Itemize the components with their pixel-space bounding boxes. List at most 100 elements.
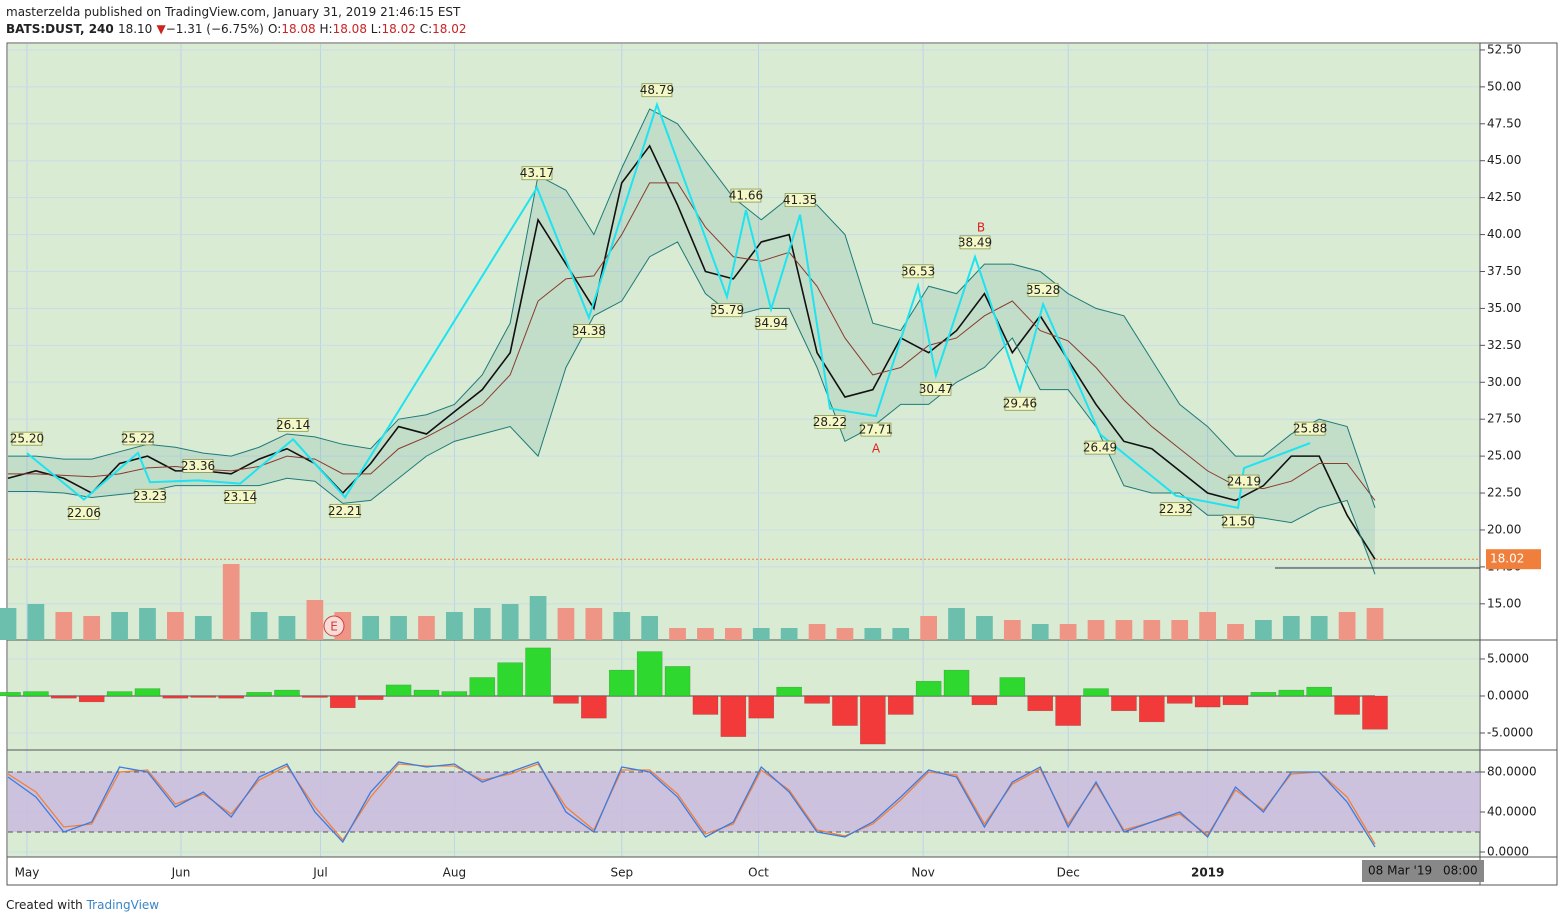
y-tick-label: 37.50: [1487, 264, 1521, 278]
y-tick-label: 0.0000: [1487, 688, 1529, 702]
pivot-label: 35.79: [710, 303, 744, 317]
pivot-label: 23.36: [181, 459, 215, 473]
histogram-bar: [497, 662, 523, 697]
volume-bar: [1282, 616, 1300, 640]
histogram-bar: [748, 695, 775, 719]
volume-bar: [418, 616, 435, 640]
pivot-box: [920, 381, 952, 396]
pivot-label: 41.66: [729, 189, 763, 203]
histogram-bar: [804, 695, 830, 704]
annotation: B: [977, 221, 985, 235]
last: 18.10: [117, 22, 153, 36]
x-tick-label: Dec: [1057, 866, 1080, 880]
pivot-label: 41.35: [783, 193, 817, 207]
pivot-box: [329, 503, 361, 518]
histogram-bar: [999, 677, 1026, 697]
volume-bar: [1143, 620, 1161, 640]
h: 18.08: [332, 22, 367, 36]
volume-bar: [501, 604, 519, 640]
pivot-label: 38.49: [958, 235, 992, 249]
histogram-bar: [246, 692, 272, 697]
pivot-box: [134, 488, 166, 503]
volume-bar: [1338, 612, 1356, 640]
y-tick-label: -5.0000: [1487, 725, 1533, 739]
histogram-bar: [78, 695, 105, 703]
volume-bar: [27, 604, 45, 640]
y-tick-label: 80.0000: [1487, 765, 1537, 779]
pivot-box: [860, 422, 892, 437]
pivot-label: 29.46: [1003, 397, 1037, 411]
x-tick-label: Aug: [443, 866, 466, 880]
band-fill: [8, 109, 1375, 575]
volume-bar: [1003, 620, 1021, 640]
x-tick-label: Oct: [748, 866, 769, 880]
cursor-date: 08 Mar '19: [1368, 864, 1432, 878]
histogram-bar: [385, 684, 412, 697]
pivot-label: 23.14: [223, 490, 257, 504]
volume-bar: [306, 600, 324, 640]
volume-bar: [613, 612, 631, 640]
volume-bar: [1366, 608, 1384, 640]
cursor-box: [1362, 860, 1484, 882]
volume-bar: [724, 628, 742, 640]
pivot-box: [573, 324, 605, 338]
volume-bar: [557, 608, 575, 640]
zigzag-line: [26, 101, 1311, 509]
pivot-label: 22.21: [328, 504, 362, 518]
pivot-label: 35.28: [1026, 283, 1060, 297]
histogram-bar: [162, 695, 189, 699]
l: 18.02: [381, 22, 416, 36]
o: 18.08: [281, 22, 316, 36]
pivot-label: 34.38: [572, 324, 606, 338]
symbol: BATS:DUST, 240: [6, 22, 114, 36]
series-line: [8, 108, 1376, 508]
series-line: [8, 182, 1376, 501]
pivot-label: 25.22: [121, 431, 155, 445]
volume-bar: [948, 608, 965, 640]
pivot-box: [1084, 440, 1116, 455]
stoch-line: [7, 761, 1376, 848]
volume-bar: [1171, 620, 1189, 640]
pivot-box: [182, 458, 214, 473]
x-tick-label: May: [15, 866, 40, 880]
pivot-label: 27.71: [859, 423, 893, 437]
histogram-bar: [664, 666, 691, 697]
y-tick-label: 0.0000: [1487, 845, 1529, 859]
pivot-label: 23.23: [133, 489, 167, 503]
volume-bar: [920, 616, 938, 640]
histogram-bar: [581, 695, 607, 719]
pivot-box: [1222, 514, 1254, 529]
y-tick-label: 25.00: [1487, 449, 1521, 463]
x-tick-label: Sep: [610, 866, 633, 880]
volume-bar: [111, 612, 128, 640]
chart: MayJunJulAugSepOctNovDec201915.0017.5020…: [0, 42, 1558, 886]
pivot-label: 26.49: [1083, 441, 1117, 455]
volume-bar: [1310, 616, 1328, 640]
volume-bar: [641, 616, 659, 640]
o-label: O:: [268, 22, 282, 36]
pivot-box: [277, 417, 309, 432]
pivot-label: 48.79: [640, 83, 674, 97]
pivot-label: 22.32: [1159, 502, 1193, 516]
histogram-bar: [1111, 695, 1137, 712]
arrow: ▼: [156, 22, 166, 36]
histogram-bar: [860, 695, 886, 745]
y-tick-label: 40.00: [1487, 227, 1521, 241]
volume-bar: [780, 628, 798, 640]
volume-bar: [892, 628, 910, 640]
histogram-bar: [1166, 695, 1193, 704]
volume-bar: [864, 628, 882, 640]
x-tick-label: Jul: [312, 866, 327, 880]
pivot-label: 34.94: [754, 316, 788, 330]
volume-bar: [362, 616, 380, 640]
volume-bar: [473, 608, 491, 640]
pivot-box: [1004, 396, 1036, 411]
histogram-bar: [971, 695, 998, 706]
y-tick-label: 42.50: [1487, 190, 1521, 204]
c-label: C:: [419, 22, 433, 36]
volume-bar: [1227, 624, 1244, 640]
y-tick-label: 40.0000: [1487, 805, 1537, 819]
created: Created with: [6, 898, 83, 912]
pivot-label: 25.88: [1293, 422, 1327, 436]
